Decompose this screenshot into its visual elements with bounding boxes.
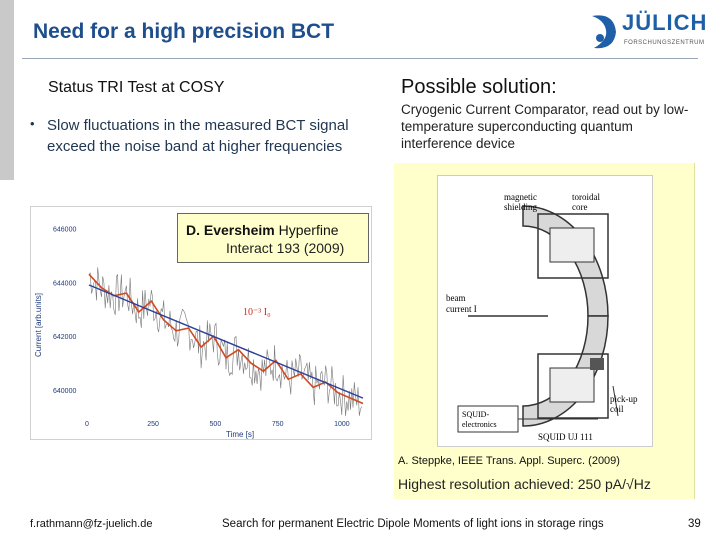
- logo-subtitle: FORSCHUNGSZENTRUM: [624, 40, 705, 46]
- fig-label-magnetic: magnetic: [504, 192, 537, 202]
- y-tick-label: 646000: [53, 226, 76, 233]
- y-tick-label: 642000: [53, 334, 76, 341]
- fig-label-core: core: [572, 202, 588, 212]
- fig-label-beam: beam: [446, 293, 466, 303]
- raw-signal-line: [88, 267, 363, 417]
- reference-line-2: Interact 193 (2009): [226, 240, 345, 256]
- x-tick-label: 0: [85, 421, 89, 428]
- page-number: 39: [688, 518, 701, 530]
- linear-fit-line: [88, 284, 364, 399]
- reference-box: [177, 213, 369, 263]
- reference-line-1: D. Eversheim Hyperfine: [186, 222, 339, 238]
- fig-label-squid-model: SQUID UJ 111: [538, 432, 593, 442]
- chart-annotation: 10⁻³ I₀: [243, 307, 271, 318]
- figure-citation: A. Steppke, IEEE Trans. Appl. Superc. (2…: [398, 455, 620, 467]
- left-accent-bar: [0, 0, 14, 180]
- juelich-logo: [592, 15, 616, 49]
- resolution-note: Highest resolution achieved: 250 pA/√Hz: [398, 476, 651, 492]
- footer-talk-title: Search for permanent Electric Dipole Mom…: [222, 518, 604, 530]
- status-heading: Status TRI Test at COSY: [48, 79, 225, 96]
- bullet-marker: •: [30, 116, 35, 131]
- title-divider: [22, 58, 698, 59]
- fig-label-current: current I: [446, 304, 477, 314]
- bullet-text: Slow fluctuations in the measured BCT si…: [47, 117, 349, 155]
- fig-label-pickup: pick-up: [610, 394, 638, 404]
- fig-label-toroidal: toroidal: [572, 192, 600, 202]
- y-tick-label: 644000: [53, 280, 76, 287]
- reference-author: D. Eversheim: [186, 222, 275, 238]
- x-tick-label: 750: [272, 421, 284, 428]
- x-tick-label: 500: [210, 421, 222, 428]
- ccc-schematic: magnetic shielding toroidal core beam cu…: [437, 175, 653, 447]
- fig-label-squid: SQUID-: [462, 410, 489, 419]
- chart-ylabel: Current [arb.units]: [34, 293, 43, 357]
- solution-heading: Possible solution:: [401, 76, 557, 98]
- x-tick-label: 250: [147, 421, 159, 428]
- fig-label-electronics: electronics: [462, 420, 497, 429]
- slide-title: Need for a high precision BCT: [33, 20, 335, 43]
- x-tick-label: 1000: [334, 421, 350, 428]
- footer-email: f.rathmann@fz-juelich.de: [30, 518, 153, 530]
- chart-xlabel: Time [s]: [226, 430, 254, 439]
- y-tick-label: 640000: [53, 388, 76, 395]
- fig-label-coil: coil: [610, 404, 624, 414]
- reference-journal: Hyperfine: [278, 222, 339, 238]
- smoothed-signal-line: [88, 273, 364, 405]
- solution-text: Cryogenic Current Comparator, read out b…: [401, 102, 689, 151]
- fig-label-shielding: shielding: [504, 202, 537, 212]
- logo-name: JÜLICH: [622, 10, 708, 35]
